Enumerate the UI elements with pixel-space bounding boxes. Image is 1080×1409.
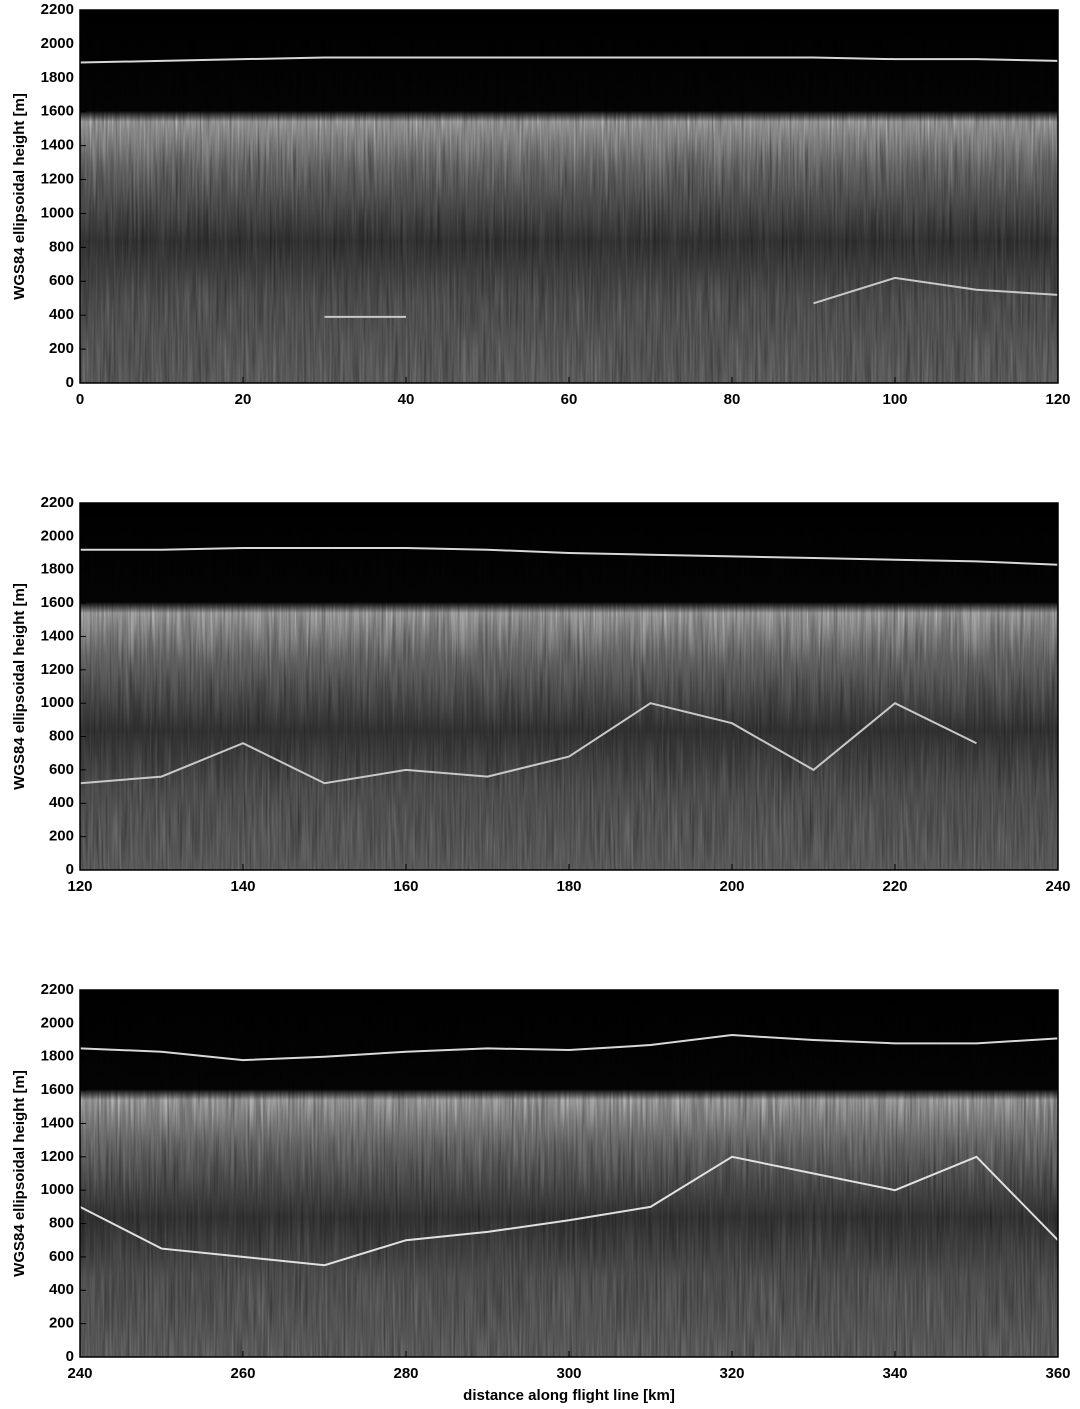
y-tick-label: 2000 xyxy=(41,35,74,52)
y-tick-label: 2000 xyxy=(41,1014,74,1031)
x-tick-label: 160 xyxy=(393,878,418,895)
x-tick-label: 200 xyxy=(719,878,744,895)
y-tick-label: 400 xyxy=(49,1281,74,1298)
y-tick-label: 2200 xyxy=(41,1,74,18)
y-tick-label: 1000 xyxy=(41,694,74,711)
x-tick-label: 40 xyxy=(398,391,415,408)
radar-texture xyxy=(80,503,1058,870)
y-tick-label: 200 xyxy=(49,340,74,357)
x-tick-label: 300 xyxy=(556,1365,581,1382)
reflector-line xyxy=(80,547,1059,566)
y-tick-label: 1800 xyxy=(41,1048,74,1065)
y-tick-label: 800 xyxy=(49,1215,74,1232)
y-tick-label: 800 xyxy=(49,728,74,745)
y-tick-label: 1400 xyxy=(41,1114,74,1131)
y-tick-label: 2200 xyxy=(41,494,74,511)
x-tick-label: 240 xyxy=(1045,878,1070,895)
x-tick-label: 100 xyxy=(882,391,907,408)
reflector-line xyxy=(79,702,977,785)
y-tick-label: 1400 xyxy=(41,137,74,154)
x-tick-label: 320 xyxy=(719,1365,744,1382)
x-tick-label: 260 xyxy=(230,1365,255,1382)
x-tick-label: 340 xyxy=(882,1365,907,1382)
y-tick-label: 600 xyxy=(49,1248,74,1265)
y-tick-label: 400 xyxy=(49,306,74,323)
y-tick-label: 0 xyxy=(66,861,74,878)
y-tick-label: 400 xyxy=(49,794,74,811)
y-tick-label: 1200 xyxy=(41,1148,74,1165)
x-tick-label: 20 xyxy=(235,391,252,408)
x-axis-label: distance along flight line [km] xyxy=(463,1387,675,1404)
x-tick-label: 240 xyxy=(67,1365,92,1382)
y-tick-label: 1400 xyxy=(41,627,74,644)
y-tick-label: 1600 xyxy=(41,103,74,120)
y-tick-label: 1800 xyxy=(41,561,74,578)
y-tick-label: 0 xyxy=(66,1348,74,1365)
x-tick-label: 80 xyxy=(724,391,741,408)
radar-texture xyxy=(80,990,1058,1357)
y-tick-label: 200 xyxy=(49,828,74,845)
reflector-line xyxy=(79,1155,1059,1267)
y-axis-label: WGS84 ellipsoidal height [m] xyxy=(11,583,28,790)
y-tick-label: 1000 xyxy=(41,204,74,221)
y-axis-label: WGS84 ellipsoidal height [m] xyxy=(11,93,28,300)
y-tick-label: 800 xyxy=(49,238,74,255)
x-tick-label: 280 xyxy=(393,1365,418,1382)
y-tick-label: 1000 xyxy=(41,1181,74,1198)
x-tick-label: 180 xyxy=(556,878,581,895)
reflector-line xyxy=(79,1034,1059,1062)
x-tick-label: 60 xyxy=(561,391,578,408)
y-tick-label: 1200 xyxy=(41,661,74,678)
y-tick-label: 2200 xyxy=(41,981,74,998)
y-tick-label: 1600 xyxy=(41,594,74,611)
y-tick-label: 600 xyxy=(49,761,74,778)
y-axis-label: WGS84 ellipsoidal height [m] xyxy=(11,1070,28,1277)
y-tick-label: 200 xyxy=(49,1315,74,1332)
y-tick-label: 1200 xyxy=(41,171,74,188)
x-tick-label: 360 xyxy=(1045,1365,1070,1382)
x-tick-label: 120 xyxy=(67,878,92,895)
y-tick-label: 0 xyxy=(66,374,74,391)
x-tick-label: 120 xyxy=(1045,391,1070,408)
y-tick-label: 600 xyxy=(49,272,74,289)
y-tick-label: 1800 xyxy=(41,69,74,86)
y-tick-label: 1600 xyxy=(41,1081,74,1098)
x-tick-label: 0 xyxy=(76,391,84,408)
y-tick-label: 2000 xyxy=(41,527,74,544)
reflector-line xyxy=(324,276,1059,318)
radar-texture xyxy=(80,10,1058,383)
reflector-line xyxy=(79,56,1059,64)
x-tick-label: 220 xyxy=(882,878,907,895)
x-tick-label: 140 xyxy=(230,878,255,895)
